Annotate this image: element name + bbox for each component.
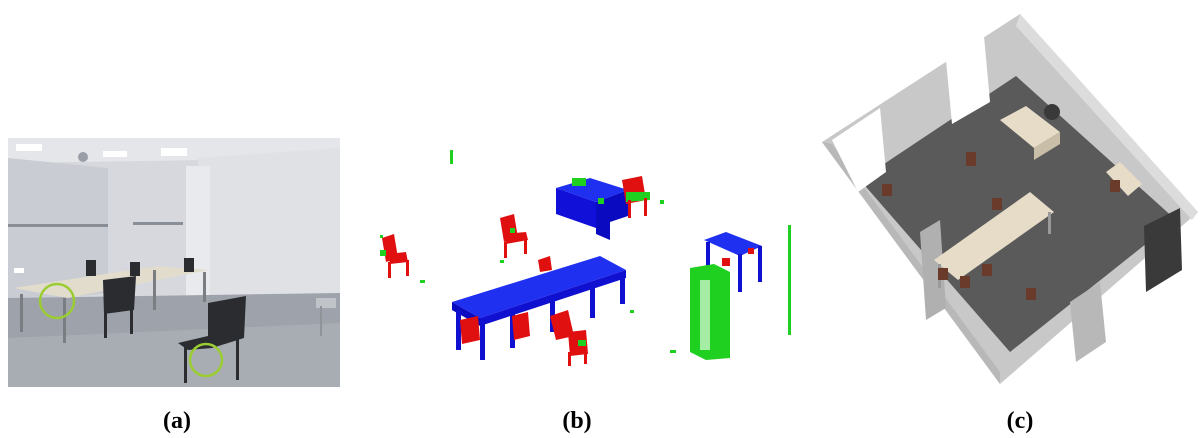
- ceiling-light: [161, 148, 187, 156]
- room-photo: [8, 138, 340, 387]
- long-table-points: [452, 256, 626, 360]
- panel-c-3d-model: [820, 12, 1200, 387]
- panel-b-point-cloud: [360, 140, 820, 380]
- caption-b: (b): [562, 408, 592, 434]
- room-model-render: [822, 14, 1198, 384]
- ceiling-light: [16, 144, 42, 151]
- caption-a: (a): [163, 408, 191, 434]
- chair-points: [380, 234, 409, 278]
- desk-model: [1000, 104, 1060, 160]
- small-table-model: [1106, 162, 1142, 196]
- caption-c: (c): [1006, 408, 1034, 434]
- highlight-circle: [188, 342, 224, 378]
- desk-points: [556, 178, 628, 240]
- ceiling-light: [103, 151, 127, 157]
- chair-points: [622, 176, 650, 218]
- door-points: [690, 264, 730, 360]
- chair-points: [500, 214, 528, 258]
- panel-a-photo: [8, 138, 340, 387]
- highlight-circle: [38, 282, 76, 320]
- point-cloud-render: [380, 150, 791, 366]
- small-table-points: [704, 232, 762, 292]
- chair-models: [882, 152, 1120, 300]
